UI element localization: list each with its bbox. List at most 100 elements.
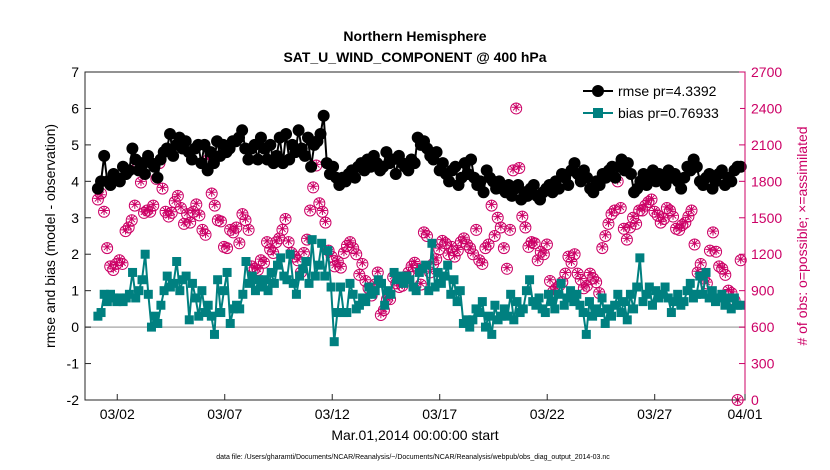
- bias-point: [575, 300, 585, 310]
- obs-assimilated-point: [459, 232, 469, 242]
- bias-point: [503, 311, 513, 321]
- obs-assimilated-point: [290, 250, 300, 260]
- bias-point: [153, 318, 163, 328]
- bias-point: [411, 286, 421, 296]
- obs-assimilated-point: [477, 258, 487, 268]
- y-tick-label-right: 2400: [751, 100, 782, 116]
- bias-point: [490, 300, 500, 310]
- bias-point: [200, 308, 210, 318]
- obs-assimilated-point: [207, 187, 217, 197]
- obs-assimilated-point: [416, 278, 426, 288]
- bias-point: [209, 329, 219, 339]
- obs-assimilated-point: [164, 210, 174, 220]
- bias-point: [288, 278, 298, 288]
- obs-assimilated-point: [474, 254, 484, 264]
- obs-assimilated-point: [585, 267, 595, 277]
- obs-assimilated-point: [219, 241, 229, 251]
- bias-point: [553, 289, 563, 299]
- obs-assimilated-point: [327, 250, 337, 260]
- bias-point: [260, 275, 270, 285]
- obs-assimilated-point: [118, 258, 128, 268]
- bias-point: [717, 289, 727, 299]
- bias-point: [342, 308, 352, 318]
- bias-point: [140, 249, 150, 259]
- y-tick-label-left: -2: [67, 392, 80, 408]
- bias-point: [197, 286, 207, 296]
- obs-assimilated-point: [542, 238, 552, 248]
- obs-assimilated-point: [480, 242, 490, 252]
- obs-assimilated-point: [404, 266, 414, 276]
- bias-point: [172, 257, 182, 267]
- obs-assimilated-point: [277, 224, 287, 234]
- obs-assimilated-point: [201, 229, 211, 239]
- obs-assimilated-point: [320, 216, 330, 226]
- obs-assimilated-point: [357, 258, 367, 268]
- rmse-point: [264, 138, 277, 151]
- bias-point: [543, 289, 553, 299]
- bias-point: [632, 282, 642, 292]
- bias-point: [203, 300, 213, 310]
- bias-point: [462, 315, 472, 325]
- obs-assimilated-point: [419, 226, 429, 236]
- bias-point: [638, 297, 648, 307]
- obs-assimilated-point: [145, 205, 155, 215]
- rmse-point: [204, 146, 217, 159]
- obs-assimilated-point: [610, 204, 620, 214]
- bias-point: [222, 267, 232, 277]
- bias-point: [566, 286, 576, 296]
- bias-point: [354, 300, 364, 310]
- obs-assimilated-point: [127, 214, 137, 224]
- bias-point: [295, 271, 305, 281]
- obs-assimilated-point: [514, 162, 524, 172]
- rmse-point: [465, 153, 478, 166]
- bias-point: [332, 308, 342, 318]
- bias-point: [266, 267, 276, 277]
- bias-point: [673, 289, 683, 299]
- obs-assimilated-point: [444, 248, 454, 258]
- obs-assimilated-point: [241, 214, 251, 224]
- obs-assimilated-point: [582, 280, 592, 290]
- plot-area: [85, 72, 745, 400]
- rmse-point: [443, 175, 456, 188]
- bias-point: [336, 282, 346, 292]
- obs-assimilated-point: [600, 230, 610, 240]
- obs-assimilated-point: [111, 258, 121, 268]
- bias-point: [487, 329, 497, 339]
- x-tick-label: 03/02: [100, 406, 135, 422]
- y-tick-label-right: 1500: [751, 210, 782, 226]
- y-tick-label-right: 900: [751, 283, 775, 299]
- bias-point: [143, 289, 153, 299]
- rmse-point: [126, 142, 139, 155]
- rmse-point: [408, 157, 421, 170]
- obs-assimilated-point: [674, 224, 684, 234]
- obs-assimilated-point: [487, 199, 497, 209]
- x-tick-label: 03/17: [422, 406, 457, 422]
- obs-assimilated-point: [576, 274, 586, 284]
- bias-point: [641, 289, 651, 299]
- bias-point: [304, 278, 314, 288]
- bias-point: [679, 297, 689, 307]
- bias-point: [720, 300, 730, 310]
- bias-point: [736, 300, 746, 310]
- obs-assimilated-point: [708, 226, 718, 236]
- obs-assimilated-point: [348, 242, 358, 252]
- bias-point: [326, 282, 336, 292]
- obs-assimilated-point: [265, 243, 275, 253]
- obs-assimilated-point: [619, 222, 629, 232]
- rmse-point: [98, 149, 111, 162]
- rmse-point: [305, 160, 318, 173]
- rmse-point: [609, 171, 622, 184]
- x-tick-label: 03/07: [207, 406, 242, 422]
- rmse-point: [251, 153, 264, 166]
- rmse-point: [389, 168, 402, 181]
- obs-assimilated-point: [686, 204, 696, 214]
- rmse-point: [527, 178, 540, 191]
- bias-point: [512, 297, 522, 307]
- bias-point: [588, 311, 598, 321]
- bias-point: [291, 289, 301, 299]
- bias-point: [726, 304, 736, 314]
- legend: rmse pr=4.3392 bias pr=0.76933: [578, 78, 740, 124]
- obs-assimilated-point: [471, 224, 481, 234]
- bias-point: [430, 282, 440, 292]
- obs-assimilated-point: [493, 212, 503, 222]
